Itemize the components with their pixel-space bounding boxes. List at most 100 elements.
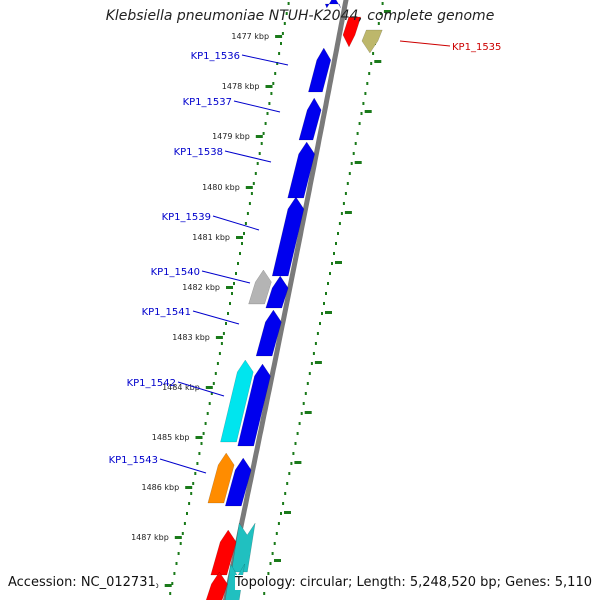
forward-track-dot [200,442,203,445]
gene-label-kp1-1540[interactable]: KP1_1540 [151,267,200,278]
gene-label-leader [224,150,272,163]
gene-kp1-1541b-arrow[interactable] [255,309,282,357]
forward-track-dot [239,252,241,255]
gene-kp1-1542b-arrow[interactable] [237,363,271,447]
gene-kp1-1543-arrow[interactable] [207,452,235,504]
gene-red-reverse-arrow[interactable] [342,16,362,48]
gene-label-leader [399,40,451,47]
ruler-tick-mark [354,161,362,164]
ruler-tick-mark [374,60,382,63]
gene-kp1-1537-arrow[interactable] [298,97,322,141]
ruler-tick-mark [344,211,352,214]
reverse-track-dot [269,562,272,565]
forward-track-dot [183,522,186,525]
reverse-track-dot [273,542,276,545]
reverse-track-dot [325,292,327,295]
forward-track-dot [272,82,275,85]
forward-track-dot [250,192,253,195]
forward-track-dot [225,322,227,325]
forward-track-dot [278,52,281,55]
gene-kp1-1543b-arrow[interactable] [224,457,252,507]
forward-track-dot [220,342,223,345]
gene-label-kp1-1542[interactable]: KP1_1542 [127,378,176,389]
forward-track-dot [244,222,247,225]
gene-label-kp1-1536[interactable]: KP1_1536 [191,51,240,62]
reverse-track-dot [358,122,361,125]
gene-kp1-1541-arrow[interactable] [265,275,289,309]
gene-kp1-1535-arrow[interactable] [361,29,383,54]
gene-top-arrow[interactable] [324,0,342,9]
reverse-track-dot [304,392,307,395]
gene-kp1-1539-arrow[interactable] [271,196,305,277]
gene-kp1-1538-arrow[interactable] [287,141,315,199]
reverse-track-dot [364,92,367,95]
gene-kp1-1542-arrow[interactable] [220,359,254,443]
reverse-track-dot [296,432,299,435]
gene-red-arrow-2[interactable] [205,571,228,600]
gene-label-leader [201,270,251,284]
reverse-track-dot [356,132,359,135]
ruler-tick-mark [304,411,312,414]
forward-track-dot [264,122,267,125]
ruler-tick-label: 1479 kbp [212,132,250,141]
forward-track-dot [179,542,182,545]
ruler-tick-mark [174,536,182,539]
ruler-tick-label: 1481 kbp [192,233,230,242]
gene-label-kp1-1543[interactable]: KP1_1543 [109,455,158,466]
gene-red-arrow-1[interactable] [210,529,237,576]
gene-kp1-1540-arrow[interactable] [248,269,272,305]
ruler-tick-mark [275,35,283,38]
ruler-tick-label: 1480 kbp [202,183,240,192]
reverse-track-dot [292,452,295,455]
gene-label-kp1-1539[interactable]: KP1_1539 [162,212,211,223]
reverse-track-dot [372,52,375,55]
reverse-track-dot [335,242,337,245]
forward-track-dot [285,12,288,15]
ruler-tick-mark [205,386,213,389]
reverse-track-dot [282,502,285,505]
ruler-tick-mark [245,186,253,189]
reverse-track-dot [308,372,311,375]
forward-track-dot [260,142,263,145]
forward-track-dot [281,32,284,35]
gene-label-kp1-1535[interactable]: KP1_1535 [452,42,501,53]
reverse-track-dot [346,182,349,185]
forward-track-dot [276,62,279,65]
forward-track-dot [268,102,271,105]
gene-label-leader [192,310,240,325]
reverse-track-dot [314,342,317,345]
reverse-track-dot [294,442,297,445]
gene-label-leader [212,215,260,231]
reverse-track-dot [323,302,325,305]
forward-track-dot [181,532,184,535]
gene-label-leader [233,100,281,113]
reverse-track-dot [286,482,289,485]
reverse-track-dot [284,492,287,495]
gene-teal-arrow-1[interactable] [231,522,256,573]
gene-label-kp1-1538[interactable]: KP1_1538 [174,147,223,158]
forward-track-dot [196,462,199,465]
gene-kp1-1536-arrow[interactable] [308,47,332,93]
forward-track-dot [248,202,251,205]
forward-track-dot [206,412,209,415]
reverse-track-dot [337,232,339,235]
ruler-tick-label: 1486 kbp [141,483,179,492]
gene-label-kp1-1541[interactable]: KP1_1541 [142,307,191,318]
forward-track-dot [270,92,273,95]
forward-track-dot [212,382,215,385]
forward-track-dot [198,452,201,455]
reverse-track-dot [340,212,343,215]
reverse-track-dot [352,152,355,155]
forward-track-dot [175,562,178,565]
reverse-track-dot [316,332,319,335]
forward-track-dot [243,232,245,235]
forward-track-dot [233,282,235,285]
forward-track-dot [173,572,176,575]
forward-track-dot [171,582,174,585]
reverse-track-dot [366,82,369,85]
reverse-track-dot [280,512,282,515]
forward-track-dot [169,592,172,595]
gene-label-kp1-1537[interactable]: KP1_1537 [183,97,232,108]
reverse-track-dot [381,2,384,5]
